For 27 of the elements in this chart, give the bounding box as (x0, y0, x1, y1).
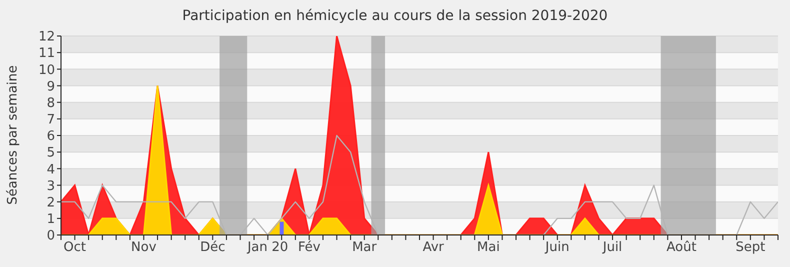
y-tick-label: 12 (38, 30, 55, 45)
x-tick-label: Juin (544, 240, 570, 256)
x-tick-label: Déc (200, 240, 226, 256)
x-tick-label: Jan 20 (246, 240, 288, 256)
x-tick-label: Nov (131, 240, 157, 256)
x-tick-label: Fév (298, 240, 321, 256)
y-tick-label: 11 (38, 46, 55, 62)
y-tick-label: 7 (46, 112, 55, 128)
x-tick-label: Août (666, 240, 696, 256)
x-tick-label: Mai (477, 240, 500, 256)
y-tick-label: 0 (46, 228, 55, 244)
y-tick-label: 8 (46, 96, 55, 111)
chart-title: Participation en hémicycle au cours de la session 2019-2020 (181, 8, 609, 24)
x-tick-label: Mar (352, 240, 378, 256)
y-tick-label: 3 (46, 178, 55, 194)
x-tick-label: Oct (64, 240, 86, 256)
y-tick-label: 5 (46, 146, 55, 161)
y-axis-title: Séances par semaine (6, 65, 20, 205)
x-tick-label: Juil (602, 240, 622, 256)
y-tick-label: 9 (46, 79, 55, 94)
y-tick-label: 6 (46, 129, 55, 144)
y-tick-label: 10 (38, 62, 55, 78)
x-tick-label: Avr (422, 240, 445, 256)
y-tick-label: 4 (46, 162, 55, 178)
x-tick-label: Sept (736, 240, 766, 256)
y-tick-label: 2 (46, 195, 55, 210)
y-tick-label: 1 (46, 212, 55, 228)
